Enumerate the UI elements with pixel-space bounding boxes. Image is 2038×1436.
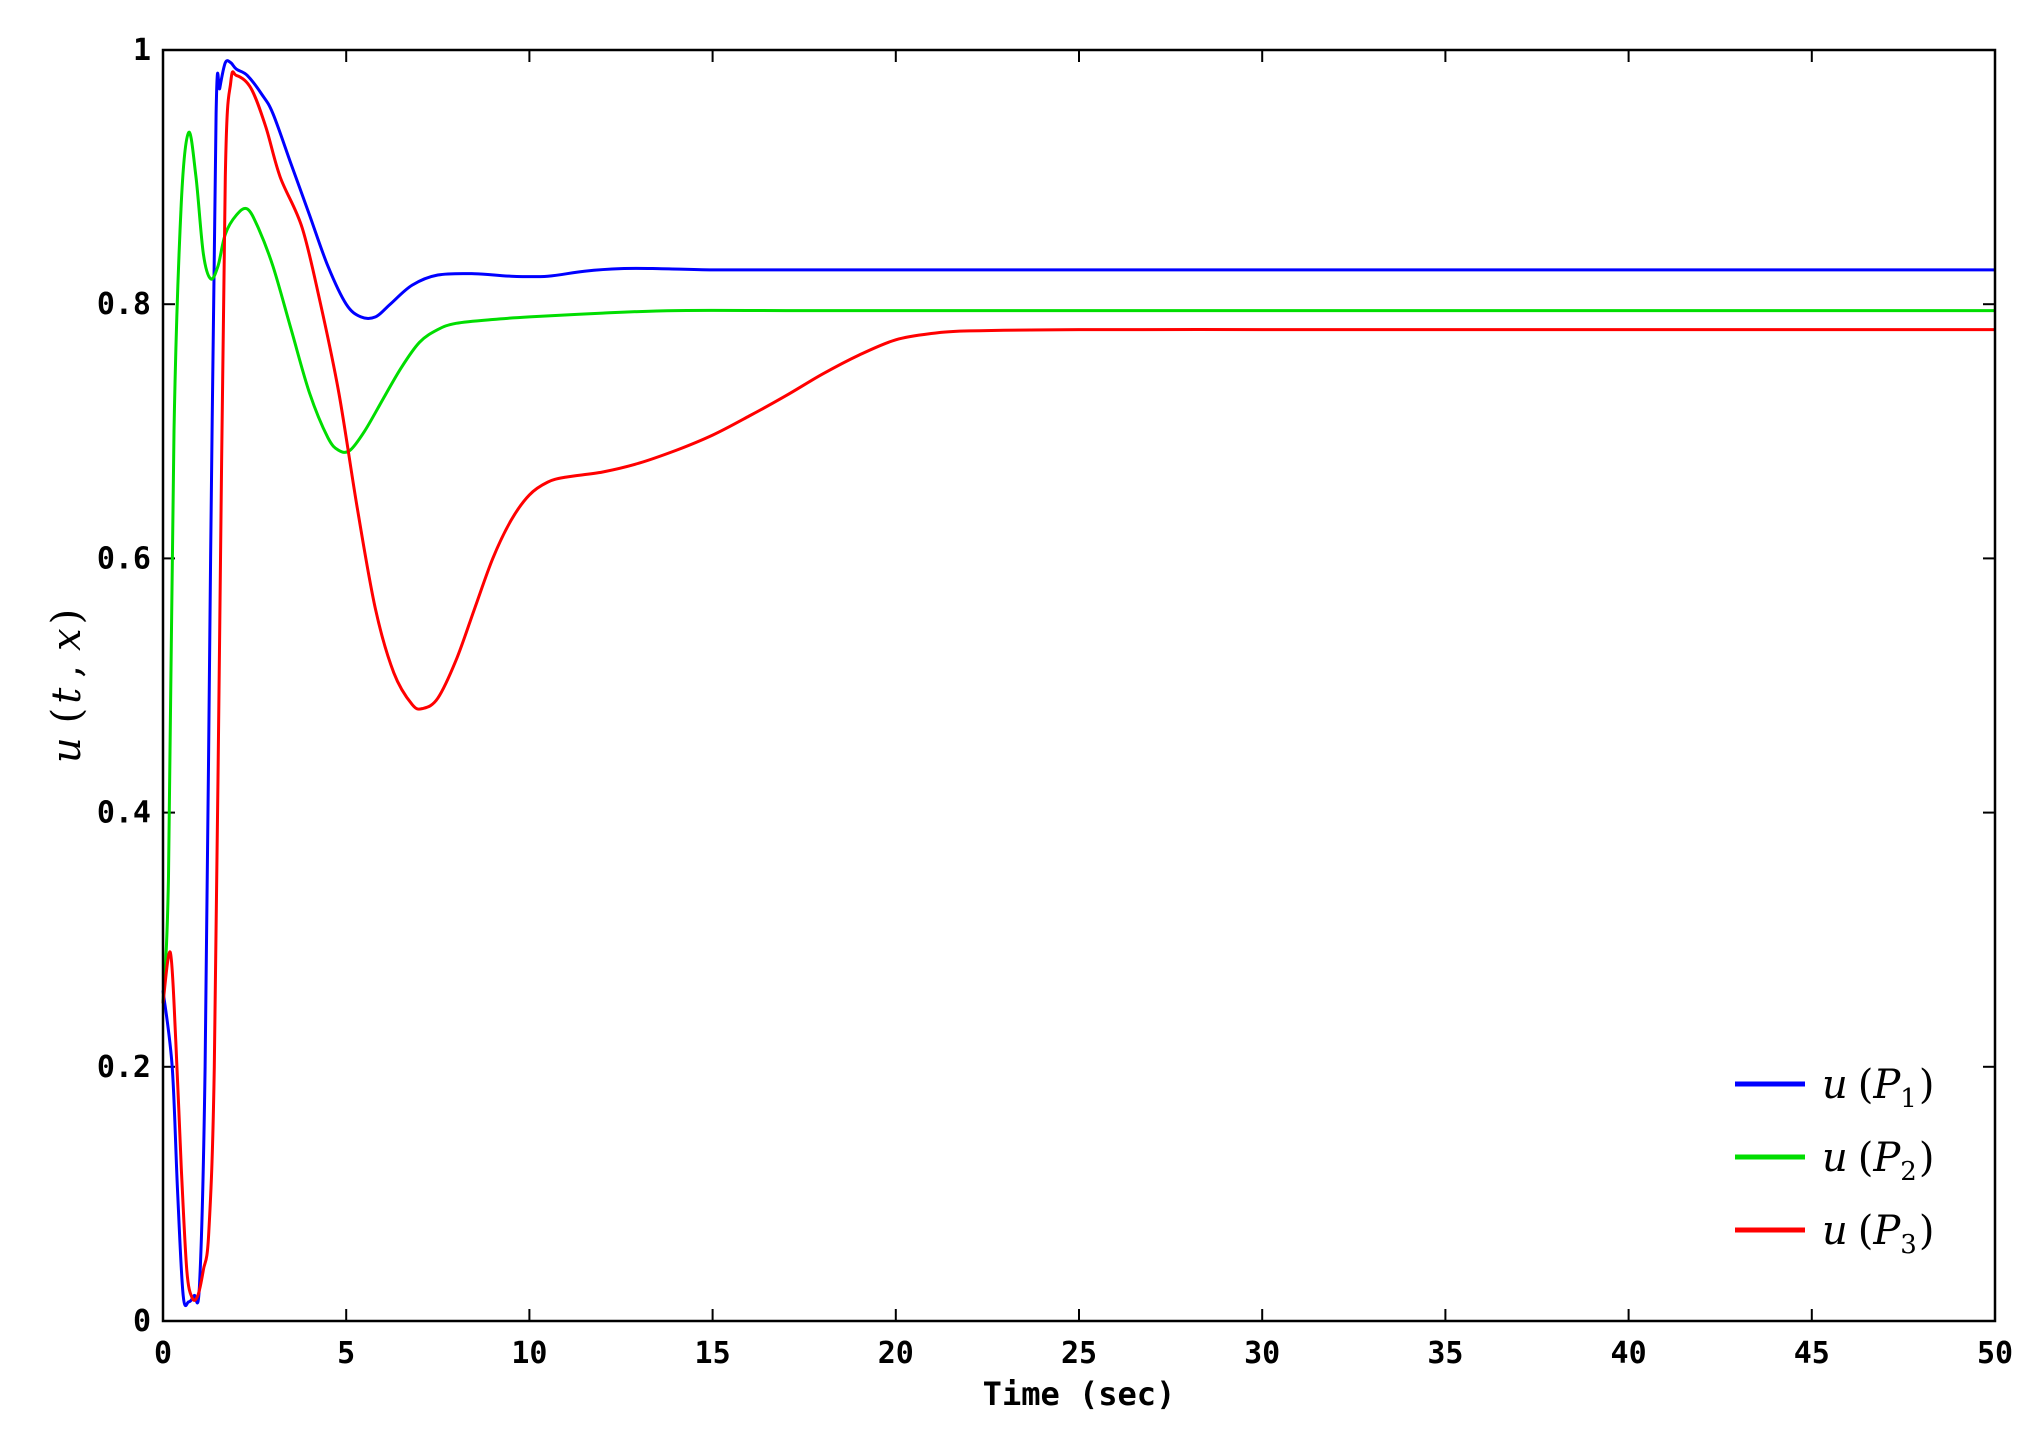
- y-tick-label: 0: [133, 1304, 151, 1339]
- y-tick-label: 0.2: [97, 1050, 151, 1085]
- legend-label-part: P: [1872, 1135, 1901, 1181]
- legend-label-1: u (P1): [1822, 1062, 1934, 1114]
- legend-label-2: u (P2): [1822, 1135, 1934, 1187]
- y-axis-title-var2: x: [44, 628, 90, 651]
- legend-label-part: ): [1919, 1208, 1935, 1254]
- x-tick-label: 35: [1427, 1336, 1463, 1371]
- legend-label-part: (: [1858, 1135, 1874, 1181]
- legend-label-part: P: [1872, 1208, 1901, 1254]
- x-axis-title: Time (sec): [983, 1375, 1176, 1413]
- legend-label-part: 2: [1900, 1157, 1917, 1187]
- x-tick-label: 30: [1244, 1336, 1280, 1371]
- legend-label-part: P: [1872, 1062, 1901, 1108]
- plot-frame: [161, 48, 1997, 1323]
- x-tick-label: 20: [878, 1336, 914, 1371]
- y-tick-label: 0.8: [97, 287, 151, 322]
- series-line-3: [161, 70, 1995, 1302]
- legend-label-part: ): [1919, 1062, 1935, 1108]
- y-axis-title-open: (: [44, 708, 90, 724]
- x-tick-label: 25: [1061, 1336, 1097, 1371]
- y-axis-title: u ( t , x ): [44, 609, 90, 763]
- plot-area: [163, 50, 1995, 1321]
- x-tick-label: 40: [1611, 1336, 1647, 1371]
- legend-label-part: (: [1858, 1062, 1874, 1108]
- legend-label-part: u: [1822, 1135, 1848, 1181]
- y-tick-labels: 0 0.2 0.4 0.6 0.8 1: [97, 33, 151, 1339]
- x-tick-label: 15: [695, 1336, 731, 1371]
- legend: u (P1)u (P2)u (P3): [1735, 1062, 1934, 1260]
- y-tick-label: 0.6: [97, 541, 151, 576]
- legend-label-3: u (P3): [1822, 1208, 1934, 1260]
- x-tick-label: 45: [1794, 1336, 1830, 1371]
- x-tick-label: 5: [337, 1336, 355, 1371]
- legend-label-part: (: [1858, 1208, 1874, 1254]
- legend-label-part: u: [1822, 1062, 1848, 1108]
- series-layer: [161, 59, 1995, 1308]
- legend-label-part: u: [1822, 1208, 1848, 1254]
- y-axis-title-close: ): [44, 609, 90, 625]
- y-tick-label: 1: [133, 33, 151, 68]
- legend-label-part: ): [1919, 1135, 1935, 1181]
- y-axis-title-func: u: [44, 737, 90, 763]
- y-tick-label: 0.4: [97, 796, 151, 831]
- legend-label-part: 1: [1900, 1084, 1917, 1114]
- x-tick-label: 0: [154, 1336, 172, 1371]
- x-tick-labels: 0 5 10 15 20 25 30 35 40 45 50: [154, 1336, 2013, 1371]
- y-axis-title-var1: t: [44, 687, 90, 704]
- series-line-2: [161, 130, 1995, 1004]
- series-line-1: [161, 59, 1995, 1308]
- legend-label-part: 3: [1900, 1230, 1917, 1260]
- y-axis-title-sep: ,: [44, 665, 90, 678]
- x-tick-label: 50: [1977, 1336, 2013, 1371]
- x-tick-label: 10: [511, 1336, 547, 1371]
